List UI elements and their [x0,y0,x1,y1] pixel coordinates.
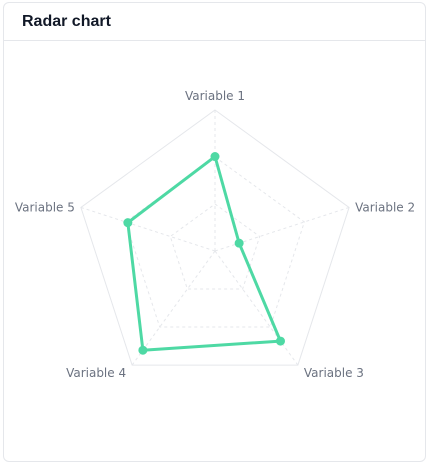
radar-series-line-1 [126,155,282,352]
radar-point-variable-2[interactable] [234,238,244,248]
radar-point-variable-5[interactable] [123,218,133,228]
axis-label-variable-1: Variable 1 [185,89,245,103]
radar-point-variable-1[interactable] [210,152,220,162]
radar-grid-outer [80,109,350,366]
radar-point-variable-3[interactable] [275,336,285,346]
radar-chart: Variable 1 Variable 2 Variable 3 Variabl… [15,89,415,380]
chart-area: Variable 1 Variable 2 Variable 3 Variabl… [4,41,425,461]
axis-labels: Variable 1 Variable 2 Variable 3 Variabl… [15,89,415,380]
axis-label-variable-2: Variable 2 [355,200,415,214]
radar-grid-ring-2 [125,156,305,328]
axis-label-variable-5: Variable 5 [15,200,75,214]
radar-grid [80,109,350,366]
card-header: Radar chart [4,3,425,41]
radar-spoke-5 [80,206,216,252]
radar-chart-card: Radar chart Variable 1 Variable 2 Variab… [3,2,426,462]
axis-label-variable-3: Variable 3 [304,366,364,380]
radar-point-variable-4[interactable] [138,345,148,355]
axis-label-variable-4: Variable 4 [66,366,126,380]
radar-grid-ring-1 [169,203,261,290]
card-title: Radar chart [22,12,111,30]
radar-series [123,152,285,355]
radar-spoke-3 [214,250,299,366]
